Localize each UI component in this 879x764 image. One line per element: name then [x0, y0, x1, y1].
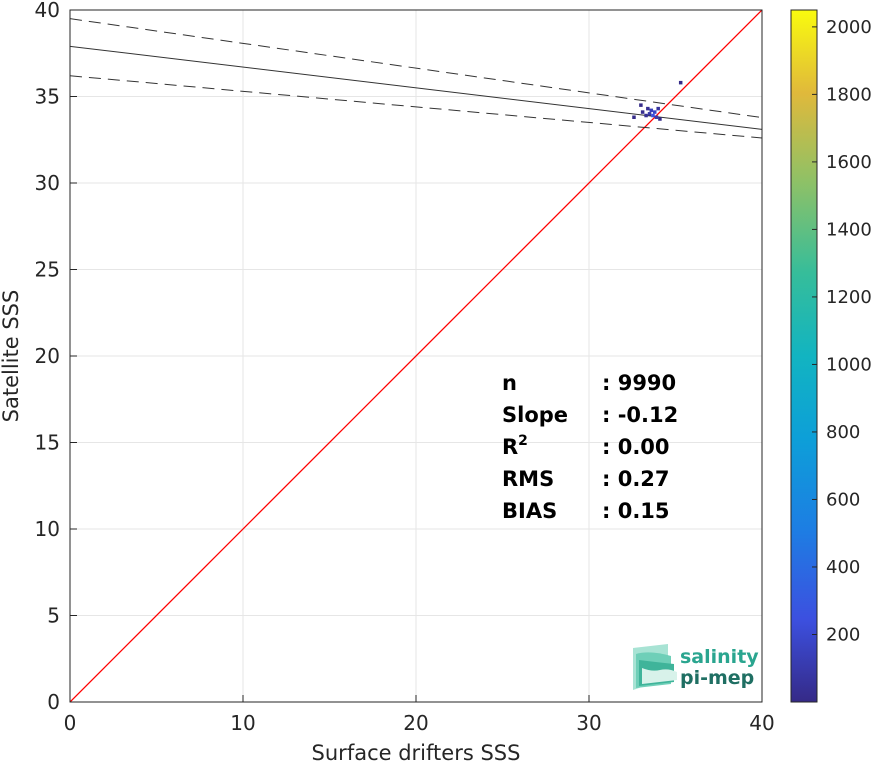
confidence-lower-line — [70, 75, 762, 139]
colorbar-tick-label: 600 — [826, 489, 860, 510]
stat-value: : 0.00 — [602, 435, 670, 459]
x-tick-label: 40 — [749, 711, 774, 735]
stat-label: RMS — [502, 467, 554, 491]
colorbar-tick-label: 2000 — [826, 17, 872, 38]
x-tick-label: 0 — [64, 711, 77, 735]
colorbar-gradient — [790, 9, 818, 703]
density-point — [649, 108, 654, 113]
stat-value: : 0.15 — [602, 499, 670, 523]
confidence-upper-line — [70, 18, 762, 119]
density-point — [640, 110, 645, 114]
wave-icon — [633, 644, 677, 690]
density-point — [646, 106, 650, 111]
stat-label: Slope — [502, 403, 568, 427]
y-tick-label: 30 — [35, 171, 60, 195]
y-tick-label: 25 — [35, 258, 60, 282]
density-point — [644, 113, 648, 118]
y-tick-label: 10 — [35, 517, 60, 541]
colorbar-tick-label: 1400 — [826, 219, 872, 240]
density-point — [652, 110, 657, 114]
colorbar: 200 400 600 800 1000 1200 1400 1600 1800 2000 — [790, 9, 872, 703]
x-tick-label: 30 — [576, 711, 601, 735]
colorbar-tick-label: 1600 — [826, 152, 872, 173]
density-point — [647, 112, 652, 116]
density-point — [654, 115, 659, 120]
y-axis-label: Satellite SSS — [0, 290, 23, 423]
density-point — [678, 80, 683, 85]
logo-line-1: salinity — [680, 646, 759, 668]
salinity-pi-mep-logo: salinity pi-mep — [633, 644, 759, 690]
y-tick-label: 35 — [35, 85, 60, 109]
stat-value: : 9990 — [602, 371, 676, 395]
stat-value: : -0.12 — [602, 403, 678, 427]
stat-label: BIAS — [502, 499, 557, 523]
y-tick-label: 20 — [35, 344, 60, 368]
logo-line-2: pi-mep — [680, 667, 754, 689]
x-tick-label: 20 — [403, 711, 428, 735]
x-axis-label: Surface drifters SSS — [312, 741, 521, 764]
density-point — [632, 115, 636, 120]
density-point — [639, 103, 643, 107]
y-tick-label: 0 — [47, 690, 60, 714]
colorbar-tick-label: 1000 — [826, 354, 872, 375]
y-tick-label: 15 — [35, 431, 60, 455]
y-tick-label: 40 — [35, 0, 60, 22]
stat-label: n — [502, 371, 517, 395]
density-point — [656, 106, 660, 111]
density-point — [658, 117, 662, 121]
y-tick-label: 5 — [47, 604, 60, 628]
colorbar-tick-label: 200 — [826, 624, 860, 645]
colorbar-tick-label: 800 — [826, 422, 860, 443]
colorbar-tick-label: 400 — [826, 557, 860, 578]
density-point — [651, 113, 655, 118]
colorbar-tick-label: 1200 — [826, 287, 872, 308]
colorbar-tick-label: 1800 — [826, 84, 872, 105]
x-tick-label: 10 — [230, 711, 255, 735]
stat-value: : 0.27 — [602, 467, 670, 491]
identity-line — [70, 10, 762, 702]
